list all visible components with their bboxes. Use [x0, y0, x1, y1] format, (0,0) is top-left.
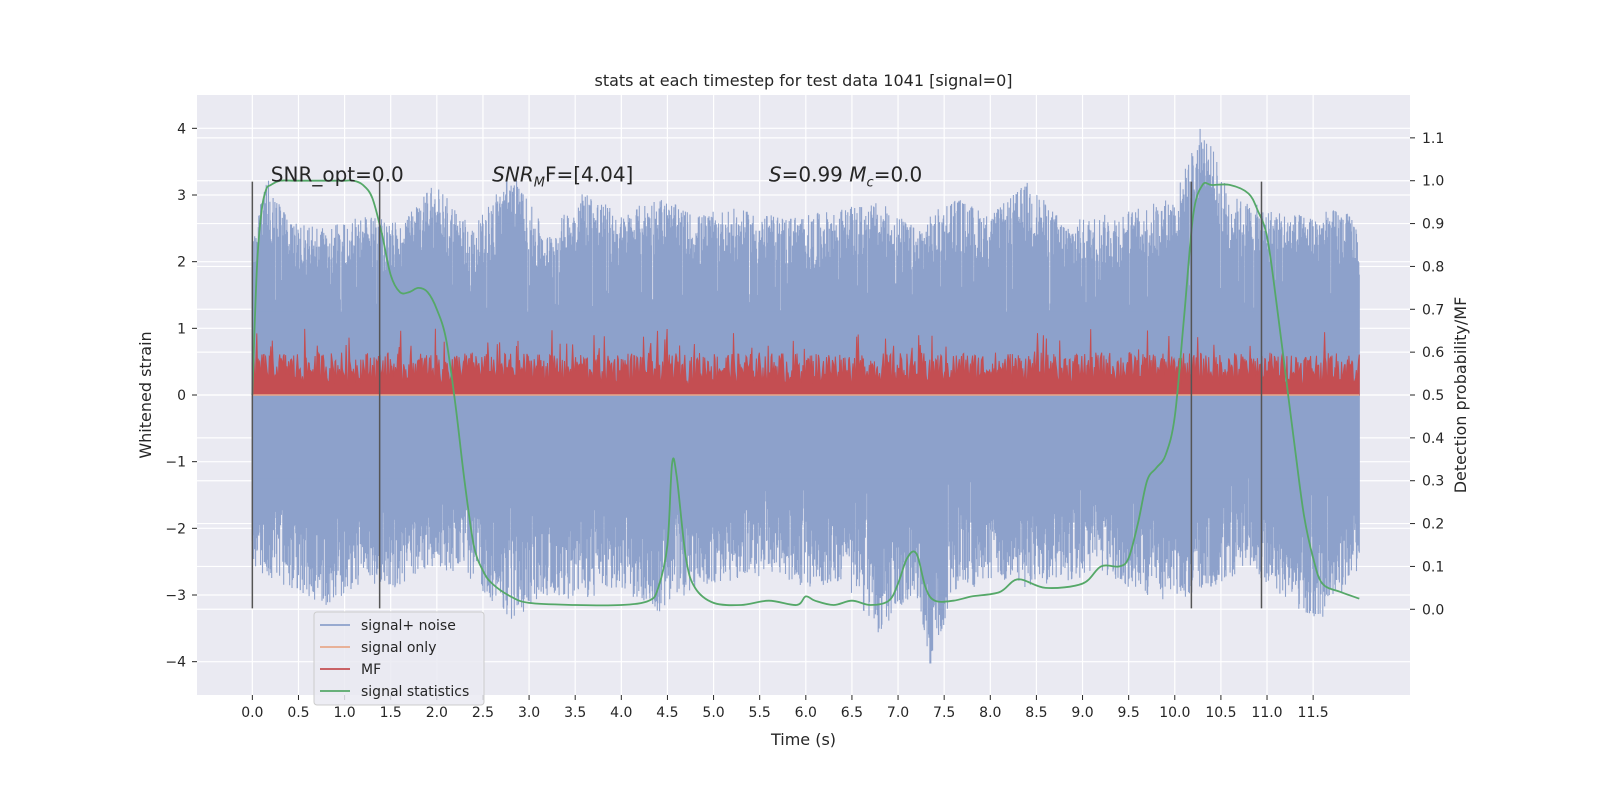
- x-tick-label: 8.5: [1025, 705, 1047, 721]
- y-right-tick-label: 0.9: [1422, 217, 1444, 233]
- x-tick-label: 9.0: [1071, 705, 1093, 721]
- x-tick-label: 11.5: [1298, 705, 1329, 721]
- legend-box: [313, 611, 485, 706]
- x-tick-label: 3.0: [518, 705, 540, 721]
- signal-statistics-series: [251, 179, 1360, 607]
- x-tick-label: 9.5: [1118, 705, 1140, 721]
- x-tick-label: 4.0: [610, 705, 632, 721]
- legend-label: signal only: [361, 640, 436, 656]
- x-tick-label: 2.5: [472, 705, 494, 721]
- x-tick-label: 11.0: [1251, 705, 1282, 721]
- y-axis-left-label: Whitened strain: [136, 331, 155, 458]
- annotation-2: SNRMF=[4.04]: [492, 163, 633, 191]
- annotation-3: S=0.99 Mc=0.0: [769, 163, 922, 191]
- x-tick-label: 2.0: [426, 705, 448, 721]
- annotations: SNR_opt=0.0 SNRMF=[4.04] S=0.99 Mc=0.0: [271, 163, 922, 191]
- x-tick-label: 1.0: [333, 705, 355, 721]
- series-signal-statistics: [251, 179, 1360, 607]
- legend-label: signal+ noise: [361, 618, 456, 634]
- x-tick-label: 6.5: [841, 705, 863, 721]
- y-left-tick-label: −4: [165, 655, 186, 671]
- y-left-tick-label: −1: [165, 455, 186, 471]
- annotation-1: SNR_opt=0.0: [271, 163, 404, 187]
- x-axis-label: Time (s): [770, 730, 836, 749]
- y-left-tick-label: 3: [177, 188, 186, 204]
- y-right-tick-label: 0.3: [1422, 474, 1444, 490]
- y-right-tick-label: 1.0: [1422, 174, 1444, 190]
- x-tick-label: 8.0: [979, 705, 1001, 721]
- y-right-tick-label: 0.4: [1422, 431, 1444, 447]
- axes: 0.0 0.5 1.0 1.5 2.0 2.5 3.0 3.5 4.0 4.5 5.0 5.5 6.0 6…: [165, 121, 1444, 721]
- x-tick-label: 7.5: [933, 705, 955, 721]
- y-left-tick-label: −2: [165, 521, 186, 537]
- legend-label: MF: [361, 662, 381, 678]
- x-tick-label: 4.5: [656, 705, 678, 721]
- vertical-markers: [251, 181, 1263, 609]
- y-left-tick-label: −3: [165, 588, 186, 604]
- y-left-tick-label: 0: [177, 388, 186, 404]
- chart-title: stats at each timestep for test data 104…: [594, 71, 1012, 90]
- x-tick-label: 7.0: [887, 705, 909, 721]
- y-left-tick-label: 1: [177, 321, 186, 337]
- y-left-tick-label: 2: [177, 255, 186, 271]
- x-tick-label: 5.5: [749, 705, 771, 721]
- x-tick-label: 5.0: [702, 705, 724, 721]
- x-tick-label: 10.5: [1205, 705, 1236, 721]
- legend: signal+ noise signal only MF signal statist…: [313, 611, 485, 706]
- y-right-tick-label: 0.2: [1422, 517, 1444, 533]
- y-right-tick-label: 0.1: [1422, 559, 1444, 575]
- mf-series: [251, 328, 1360, 396]
- y-right-tick-label: 0.8: [1422, 259, 1444, 275]
- legend-label: signal statistics: [361, 684, 469, 700]
- y-right-tick-label: 0.5: [1422, 388, 1444, 404]
- y-right-tick-label: 1.1: [1422, 131, 1444, 147]
- x-tick-label: 1.5: [380, 705, 402, 721]
- x-tick-label: 6.0: [795, 705, 817, 721]
- x-tick-label: 10.0: [1159, 705, 1190, 721]
- y-axis-right-label: Detection probability/MF: [1451, 297, 1470, 494]
- y-right-tick-label: 0.0: [1422, 602, 1444, 618]
- y-right-tick-label: 0.6: [1422, 345, 1444, 361]
- series-mf: [251, 328, 1360, 396]
- y-left-tick-label: 4: [177, 121, 186, 137]
- x-tick-label: 3.5: [564, 705, 586, 721]
- x-tick-label: 0.5: [287, 705, 309, 721]
- x-tick-label: 0.0: [241, 705, 263, 721]
- y-right-tick-label: 0.7: [1422, 302, 1444, 318]
